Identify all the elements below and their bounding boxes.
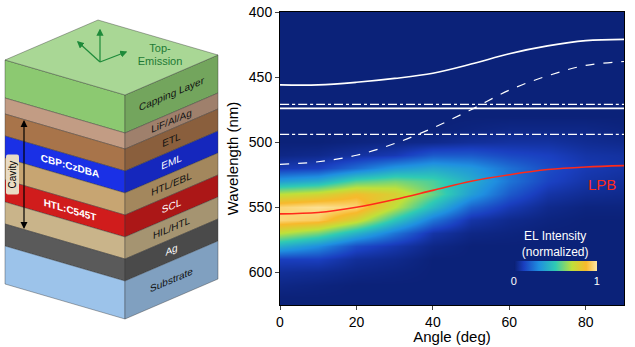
svg-text:Wavelength (nm): Wavelength (nm)	[224, 102, 241, 216]
svg-text:600: 600	[249, 264, 273, 280]
svg-text:HTL/EBL: HTL/EBL	[151, 170, 192, 198]
svg-text:EL Intensity(normalized): EL Intensity(normalized)	[522, 229, 589, 259]
svg-text:1: 1	[594, 275, 600, 287]
svg-text:0: 0	[276, 314, 284, 330]
svg-text:60: 60	[502, 314, 518, 330]
svg-text:Angle (deg): Angle (deg)	[413, 328, 491, 345]
svg-text:ETL: ETL	[162, 131, 181, 149]
svg-text:40: 40	[425, 314, 441, 330]
svg-text:Substrate: Substrate	[150, 265, 193, 294]
svg-text:550: 550	[249, 199, 273, 215]
svg-text:SCL: SCL	[162, 196, 182, 215]
svg-text:CBP:CzDBA: CBP:CzDBA	[41, 152, 100, 180]
svg-text:HIL/HTL: HIL/HTL	[152, 214, 191, 242]
svg-text:20: 20	[349, 314, 365, 330]
svg-text:450: 450	[249, 69, 273, 85]
svg-text:400: 400	[249, 4, 273, 20]
svg-text:80: 80	[578, 314, 594, 330]
svg-text:LiF/Al/Ag: LiF/Al/Ag	[151, 107, 192, 135]
svg-text:LPB: LPB	[588, 176, 616, 193]
svg-text:EML: EML	[161, 152, 182, 171]
svg-text:Ag: Ag	[165, 242, 177, 258]
svg-text:Cavity: Cavity	[8, 161, 19, 189]
svg-text:HTL:C545T: HTL:C545T	[44, 197, 97, 223]
svg-text:500: 500	[249, 134, 273, 150]
svg-text:Top-Emission: Top-Emission	[138, 42, 183, 67]
svg-text:Capping Layer: Capping Layer	[139, 74, 204, 114]
svg-text:0: 0	[511, 275, 517, 287]
